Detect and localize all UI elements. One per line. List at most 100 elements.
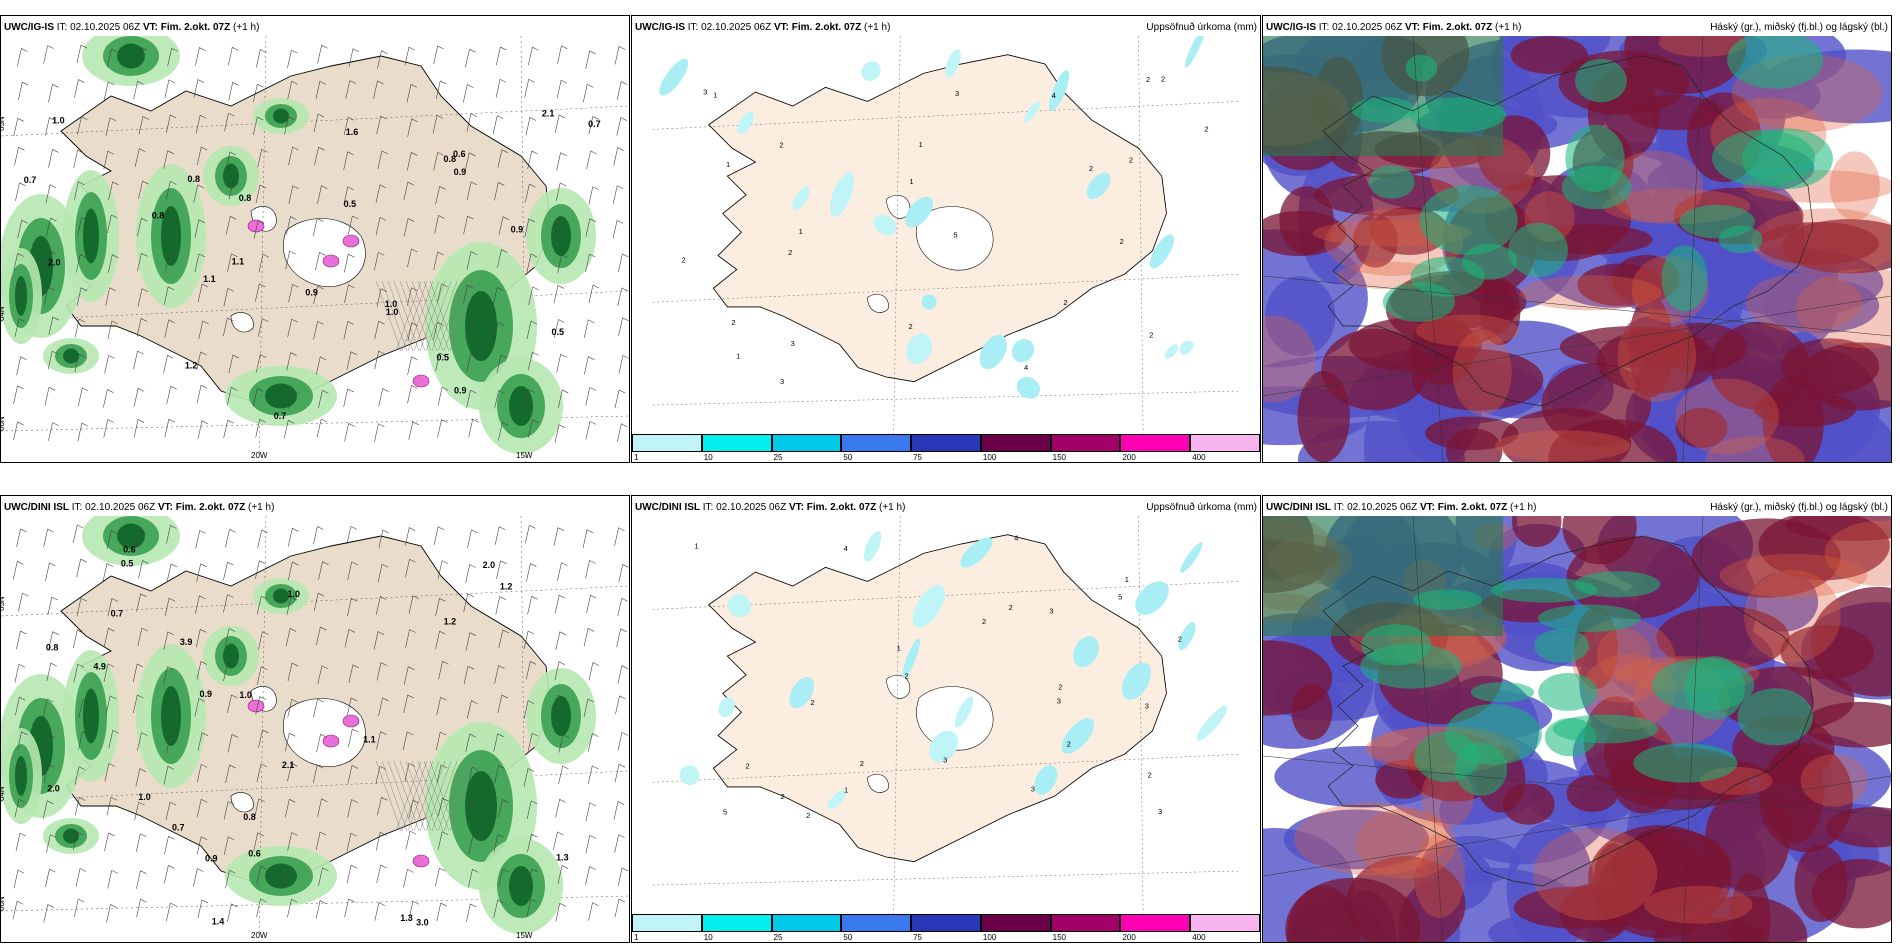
mid-cloud-blob (1825, 806, 1891, 848)
wind-barb (403, 694, 414, 714)
accum-value-label: 2 (1148, 771, 1152, 780)
panel-accum-row1: UWC/IG-IS IT: 02.10.2025 06Z VT: Fim. 2.… (631, 15, 1261, 463)
precip-value-label: 1.1 (232, 256, 245, 266)
colorbar-tick-label: 100 (982, 933, 997, 942)
glacier (916, 686, 994, 751)
snow-area (247, 699, 265, 713)
wind-barb (166, 734, 177, 753)
wind-barb (495, 596, 506, 615)
wind-barb (583, 356, 595, 375)
wind-barb (105, 695, 117, 714)
high-cloud-blob (1574, 571, 1661, 598)
wind-barb (135, 768, 146, 787)
wind-barb (47, 596, 58, 616)
high-cloud-blob (1405, 54, 1438, 82)
wind-barb (614, 389, 626, 409)
wind-barb (287, 318, 298, 338)
precip-colorbar: 1 10 25 50 75 100 150 200 400 (632, 434, 1260, 462)
high-cloud-blob (1537, 604, 1641, 632)
wind-barb (255, 354, 267, 373)
wind-barb (614, 46, 626, 65)
mid-cloud-blob (1709, 321, 1810, 411)
wind-barb (555, 631, 566, 650)
wind-barb (163, 765, 175, 785)
mid-cloud-blob (1824, 520, 1891, 587)
wind-barb (14, 663, 26, 683)
colorbar-swatch (1050, 914, 1121, 932)
wind-barb (42, 800, 54, 819)
mid-cloud-blob (1782, 219, 1891, 274)
accum-value-label: 2 (982, 617, 986, 626)
wind-barb (433, 251, 444, 271)
high-cloud-blob (1410, 97, 1507, 133)
precip-area-heavy (161, 206, 181, 266)
precip-value-label: 1.0 (52, 115, 65, 125)
precip-value-label: 0.9 (305, 287, 318, 297)
wind-barb (256, 595, 268, 615)
wind-barb (287, 698, 298, 718)
wind-barb (255, 696, 266, 715)
wind-barb (257, 148, 268, 168)
precip-value-label: 0.8 (46, 643, 59, 653)
wind-barb (195, 628, 207, 648)
wind-barb (465, 564, 476, 583)
wind-barb (347, 799, 358, 818)
high-cloud-blob (1419, 185, 1518, 256)
precip-area-heavy (265, 863, 297, 889)
accum-value-label: 2 (781, 792, 785, 801)
wind-barb (223, 836, 235, 855)
accum-precip-area (727, 594, 752, 618)
precip-area-heavy (273, 588, 289, 604)
wind-barb (438, 797, 449, 817)
wind-barb (435, 80, 447, 99)
wind-barb (404, 762, 416, 782)
wind-barb (526, 898, 538, 918)
wind-barb (587, 733, 599, 752)
accum-value-label: 2 (731, 318, 735, 327)
wind-barb (557, 562, 568, 581)
accum-precip-area (737, 111, 754, 134)
wind-barb (13, 253, 24, 272)
wind-barb (47, 350, 59, 370)
high-cloud-blob (1413, 589, 1482, 610)
panel-title: UWC/DINI ISL IT: 02.10.2025 06Z VT: Fim.… (635, 502, 906, 513)
wind-barb (138, 116, 150, 135)
wind-barb (315, 356, 327, 376)
high-cloud-blob (1361, 624, 1432, 666)
colorbar-tick-label: 400 (1192, 933, 1206, 942)
accum-value-label: 2 (788, 248, 792, 257)
wind-barb (406, 152, 418, 171)
mid-cloud-blob (1745, 272, 1863, 333)
mid-cloud-blob (1294, 802, 1449, 876)
wind-barb (136, 318, 148, 337)
wind-barb (375, 596, 387, 615)
colorbar-tick-label: 1 (634, 933, 639, 942)
wind-barb (16, 766, 27, 785)
wind-barb (72, 629, 84, 649)
accum-value-label: 4 (1024, 363, 1028, 372)
wind-barb (223, 594, 234, 613)
colorbar-swatch (771, 914, 842, 932)
wind-barb (258, 253, 270, 273)
precip-wind-map: 0.7 3.0 3.9 4.9 0.5 0.9 1.0 1.3 2.0 1.2 1.0 0.8 1.4 1… (1, 516, 629, 942)
wind-barb (554, 114, 566, 134)
wind-barb (436, 696, 447, 716)
wind-barb (45, 184, 57, 203)
wind-barb (13, 117, 24, 137)
cloud-cover-map (1263, 516, 1891, 942)
wind-barb (494, 389, 505, 409)
wind-barb (163, 631, 174, 650)
precip-area-heavy (465, 291, 497, 361)
mid-cloud-blob (1675, 407, 1728, 449)
colorbar-swatch (911, 914, 981, 932)
wind-barb (135, 529, 146, 549)
mid-cloud-blob (1658, 36, 1748, 57)
colorbar-swatch (1190, 434, 1260, 452)
wind-barb (163, 354, 174, 374)
precip-value-label: 1.0 (385, 299, 398, 309)
wind-barb (377, 796, 388, 816)
precip-value-label: 1.0 (239, 690, 252, 700)
accum-value-label: 5 (1118, 592, 1122, 601)
high-cloud-blob (1633, 743, 1738, 783)
wind-barb (164, 835, 175, 855)
